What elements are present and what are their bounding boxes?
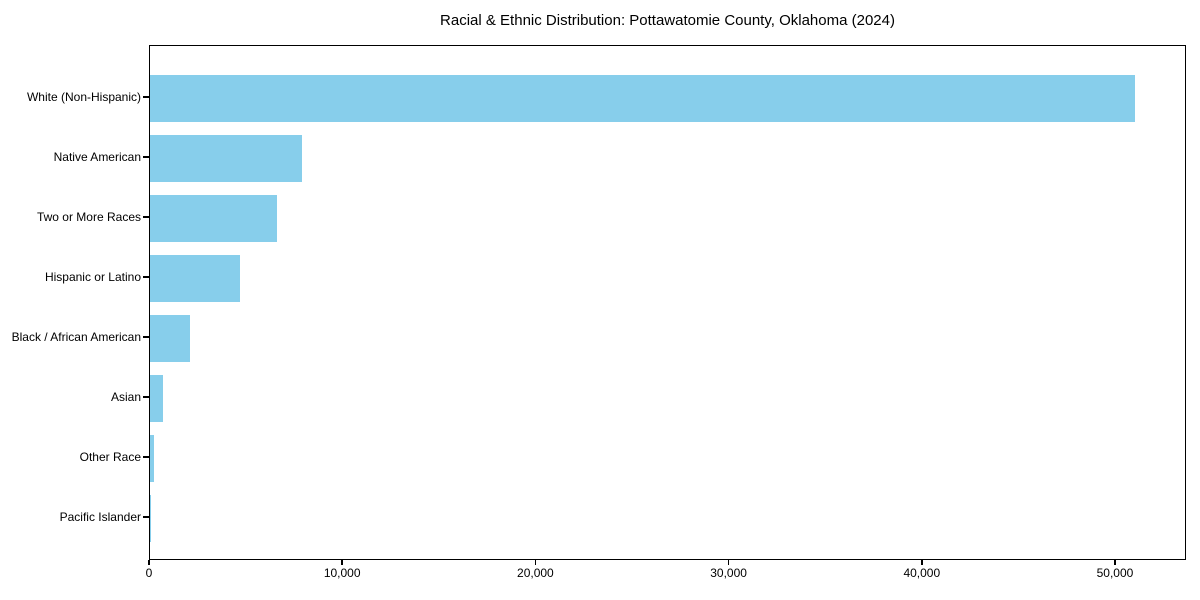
x-tick-mark (727, 560, 730, 565)
y-tick-label-asian: Asian (110, 390, 141, 404)
x-tick-mark (1114, 560, 1116, 565)
y-tick-mark (143, 336, 149, 338)
y-tick-label-native-american: Native American (53, 150, 141, 164)
y-tick-mark (143, 156, 149, 158)
bar-asian (150, 374, 163, 422)
y-tick-mark (143, 276, 149, 278)
chart-title: Racial & Ethnic Distribution: Pottawatom… (440, 12, 895, 29)
bar-hispanic-or-latino (150, 254, 240, 302)
x-tick-mark (534, 560, 537, 565)
x-tick-mark (921, 560, 923, 565)
x-tick-label: 30,000 (710, 566, 747, 580)
y-tick-label-white-non-hispanic: White (Non-Hispanic) (26, 90, 141, 104)
x-tick-mark (148, 560, 150, 565)
plot-area (149, 45, 1186, 560)
bar-black-african-american (150, 314, 190, 362)
bar-other-race (150, 434, 155, 482)
bar-white-non-hispanic (150, 74, 1136, 122)
x-tick-label: 50,000 (1096, 566, 1134, 580)
y-tick-mark (143, 396, 149, 398)
bar-two-or-more-races (150, 194, 278, 242)
bar-native-american (150, 134, 303, 182)
bar-pacific-islander (150, 494, 152, 542)
y-tick-label-hispanic-or-latino: Hispanic or Latino (44, 270, 141, 284)
y-tick-mark (143, 96, 149, 98)
y-tick-label-two-or-more-races: Two or More Races (36, 210, 141, 224)
y-tick-label-black-african-american: Black / African American (11, 330, 141, 344)
x-tick-label: 40,000 (903, 566, 941, 580)
x-tick-label: 0 (145, 566, 153, 580)
x-tick-label: 20,000 (517, 566, 554, 580)
y-tick-mark (143, 216, 149, 218)
x-tick-label: 10,000 (323, 566, 361, 580)
y-tick-label-other-race: Other Race (79, 450, 141, 464)
y-tick-label-pacific-islander: Pacific Islander (59, 510, 141, 524)
y-tick-mark (143, 456, 149, 458)
x-tick-mark (341, 560, 343, 565)
y-tick-mark (143, 516, 149, 518)
